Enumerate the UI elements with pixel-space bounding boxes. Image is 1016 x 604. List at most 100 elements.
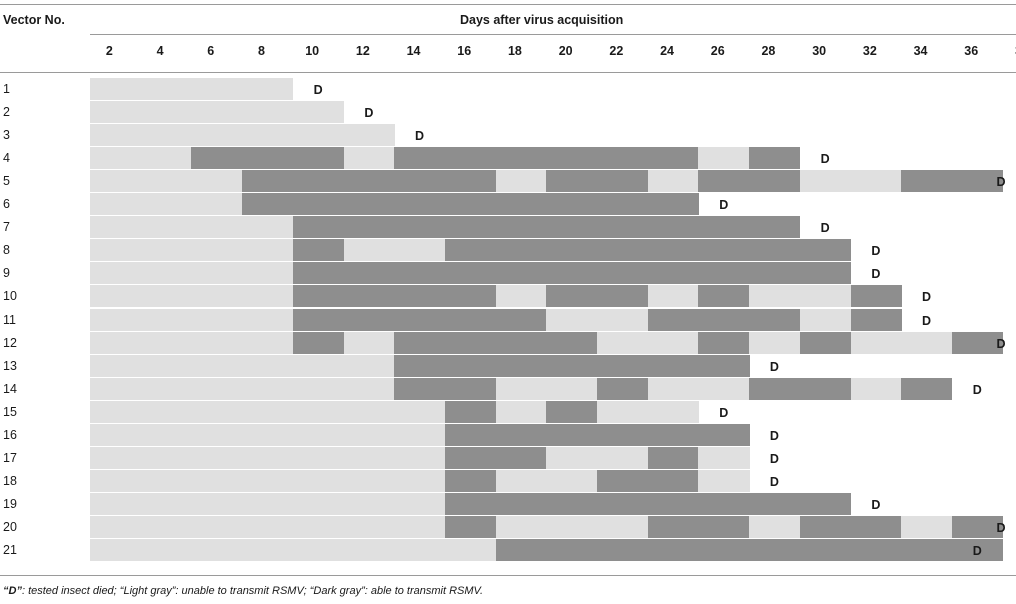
- death-marker-1: D: [313, 83, 323, 97]
- cell-11-day-22-no-transmit: [597, 308, 649, 331]
- cell-18-day-4-no-transmit: [140, 469, 192, 492]
- cell-9-day-4-no-transmit: [140, 262, 192, 285]
- death-marker-2: D: [364, 106, 374, 121]
- header-underline: [90, 34, 1016, 35]
- cell-16-day-14-no-transmit: [394, 423, 446, 446]
- cell-5-day-24-no-transmit: [647, 170, 699, 193]
- death-marker-7: D: [820, 221, 830, 236]
- row-label-15: 15: [3, 404, 17, 419]
- cell-18-day-24-transmit: [647, 469, 699, 492]
- cell-7-day-2-no-transmit: [90, 216, 142, 239]
- cell-7-day-14-transmit: [394, 216, 446, 239]
- cell-12-day-14-transmit: [394, 331, 446, 354]
- row-label-20: 20: [3, 519, 17, 534]
- cell-15-day-14-no-transmit: [394, 400, 446, 423]
- cell-4-day-20-transmit: [546, 147, 598, 170]
- cell-18-day-22-transmit: [597, 469, 649, 492]
- cell-18-day-14-no-transmit: [394, 469, 446, 492]
- row-label-8: 8: [3, 243, 10, 258]
- cell-4-day-6-transmit: [191, 147, 243, 170]
- cell-12-day-10-transmit: [292, 331, 345, 354]
- cell-18-day-16-transmit: [444, 469, 497, 492]
- cell-16-day-26-transmit: [698, 423, 750, 446]
- cell-13-day-16-transmit: [444, 354, 497, 377]
- cell-17-day-18-transmit: [495, 446, 547, 469]
- cell-20-day-18-no-transmit: [495, 515, 547, 538]
- cell-11-day-30-no-transmit: [799, 308, 852, 331]
- cell-5-day-22-transmit: [597, 170, 649, 193]
- cell-1-day-4-no-transmit: [140, 78, 192, 100]
- cell-10-day-30-no-transmit: [799, 285, 852, 308]
- cell-21-day-6-no-transmit: [191, 539, 243, 561]
- cell-21-day-28-transmit: [749, 539, 801, 561]
- cell-6-day-20-transmit: [546, 193, 598, 216]
- cell-5-day-16-transmit: [444, 170, 497, 193]
- footnote: “D”: tested insect died; “Light gray”: u…: [3, 584, 483, 598]
- cell-20-day-10-no-transmit: [292, 515, 345, 538]
- cell-3-day-10-no-transmit: [292, 124, 345, 147]
- cell-7-day-16-transmit: [444, 216, 497, 239]
- footnote-text: : tested insect died; “Light gray”: unab…: [21, 585, 484, 597]
- cell-16-day-20-transmit: [546, 423, 598, 446]
- cell-13-day-6-no-transmit: [191, 354, 243, 377]
- cell-8-day-2-no-transmit: [90, 239, 142, 262]
- row-label-7: 7: [3, 220, 10, 235]
- cell-13-day-20-transmit: [546, 354, 598, 377]
- cell-21-day-32-transmit: [850, 539, 902, 561]
- cell-7-day-6-no-transmit: [191, 216, 243, 239]
- cell-5-day-8-transmit: [242, 170, 294, 193]
- cell-21-day-34-transmit: [901, 539, 953, 561]
- day-header-10: 10: [305, 44, 320, 58]
- cell-21-day-14-no-transmit: [394, 539, 446, 561]
- day-header-14: 14: [406, 44, 421, 58]
- cell-16-day-4-no-transmit: [140, 423, 192, 446]
- cell-12-day-18-transmit: [495, 331, 547, 354]
- cell-21-day-20-transmit: [546, 539, 598, 561]
- cell-9-day-18-transmit: [495, 262, 547, 285]
- cell-18-day-6-no-transmit: [191, 469, 243, 492]
- cell-19-day-8-no-transmit: [242, 492, 294, 515]
- cell-15-day-24-no-transmit: [647, 400, 699, 423]
- cell-15-day-4-no-transmit: [140, 400, 192, 423]
- day-header-34: 34: [913, 44, 928, 58]
- cell-5-day-18-no-transmit: [495, 170, 547, 193]
- cell-15-day-6-no-transmit: [191, 400, 243, 423]
- cell-4-day-14-transmit: [394, 147, 446, 170]
- death-marker-18: D: [769, 474, 779, 489]
- cell-20-day-8-no-transmit: [242, 515, 294, 538]
- cell-20-day-14-no-transmit: [394, 515, 446, 538]
- cell-12-day-24-no-transmit: [647, 331, 699, 354]
- cell-20-day-4-no-transmit: [140, 515, 192, 538]
- day-header-6: 6: [207, 44, 215, 58]
- cell-19-day-26-transmit: [698, 492, 750, 515]
- cell-4-day-8-transmit: [242, 147, 294, 170]
- death-marker-12: D: [996, 336, 1006, 351]
- death-marker-15: D: [719, 405, 729, 420]
- cell-20-day-34-no-transmit: [901, 515, 953, 538]
- cell-4-day-16-transmit: [444, 147, 497, 170]
- cell-5-day-20-transmit: [546, 170, 598, 193]
- footnote-d-symbol: “D”: [3, 585, 22, 597]
- death-marker-10: D: [922, 290, 932, 305]
- death-marker-19: D: [871, 497, 881, 512]
- cell-19-day-22-transmit: [597, 492, 649, 515]
- row-label-19: 19: [3, 496, 17, 511]
- cell-19-day-4-no-transmit: [140, 492, 192, 515]
- cell-18-day-10-no-transmit: [292, 469, 345, 492]
- cell-3-day-4-no-transmit: [140, 124, 192, 147]
- cell-11-day-4-no-transmit: [140, 308, 192, 331]
- cell-8-day-20-transmit: [546, 239, 598, 262]
- row-label-6: 6: [3, 197, 10, 212]
- row-label-11: 11: [3, 312, 16, 327]
- cell-11-day-24-transmit: [647, 308, 699, 331]
- cell-19-day-10-no-transmit: [292, 492, 345, 515]
- death-marker-8: D: [871, 244, 881, 259]
- cell-10-day-8-no-transmit: [242, 285, 294, 308]
- cell-4-day-10-transmit: [292, 147, 345, 170]
- cell-17-day-16-transmit: [444, 446, 497, 469]
- day-header-30: 30: [812, 44, 827, 58]
- cell-14-day-8-no-transmit: [242, 377, 294, 400]
- cell-18-day-26-no-transmit: [698, 469, 750, 492]
- day-header-36: 36: [964, 44, 979, 58]
- cell-7-day-4-no-transmit: [140, 216, 192, 239]
